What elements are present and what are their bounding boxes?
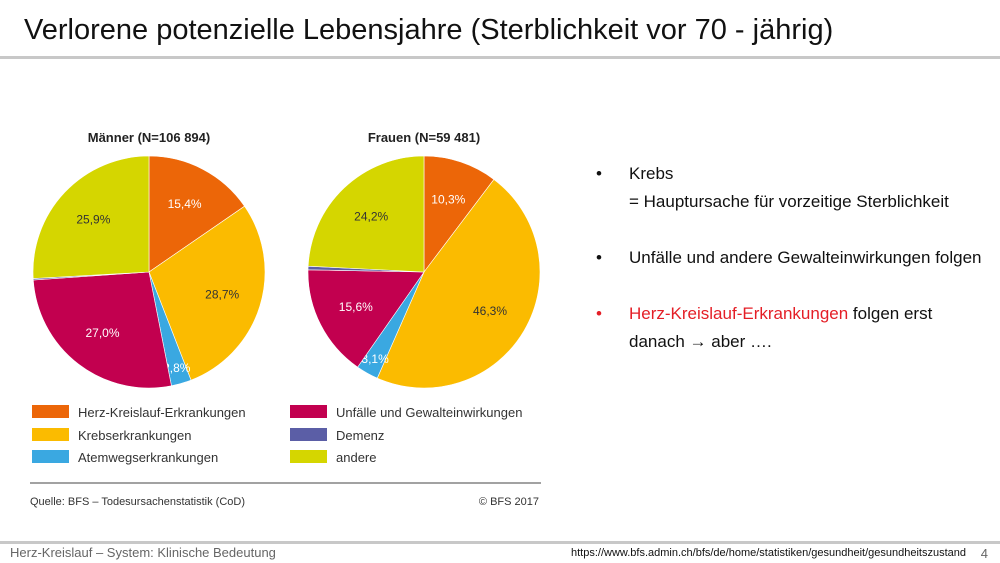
- arrow-right-icon: →: [689, 332, 707, 351]
- bullet-dot: •: [596, 164, 602, 183]
- bullet-cardio-highlight: Herz-Kreislauf-Erkrankungen: [629, 304, 849, 323]
- pie-data-label: 24,2%: [354, 210, 388, 224]
- slide-title: Verlorene potenzielle Lebensjahre (Sterb…: [24, 14, 834, 46]
- footer-course-title: Herz-Kreislauf – System: Klinische Bedeu…: [10, 545, 276, 560]
- footer-source-url[interactable]: https://www.bfs.admin.ch/bfs/de/home/sta…: [570, 547, 966, 559]
- page-number: 4: [980, 546, 988, 561]
- pie-data-label: 27,0%: [85, 326, 119, 340]
- bullet-cardio: • Herz-Kreislauf-Erkrankungen folgen ers…: [596, 300, 986, 356]
- bullet-cardio-tail: aber ….: [706, 332, 772, 351]
- bullet-dot: •: [596, 248, 602, 267]
- legend-swatch-herz-kreislauf-erkrankungen: [32, 405, 69, 418]
- legend-swatch-demenz: [290, 428, 327, 441]
- bullet-accidents: • Unfälle und andere Gewalteinwirkungen …: [596, 244, 986, 272]
- pie-slice-krebserkrankungen: [376, 179, 541, 389]
- bullet-cardio-rest: folgen erst danach: [629, 304, 933, 351]
- bullet-accidents-text: Unfälle und andere Gewalteinwirkungen fo…: [629, 248, 982, 267]
- legend-label-atemwegserkrankungen: Atemwegserkrankungen: [78, 450, 218, 465]
- pie-data-label: 2,8%: [163, 361, 191, 375]
- pie-data-label: 10,3%: [431, 192, 465, 206]
- legend-label-andere: andere: [336, 450, 376, 465]
- legend-swatch-unfaelle-und-gewalteinwirkungen: [290, 405, 327, 418]
- legend-label-demenz: Demenz: [336, 428, 384, 443]
- chart-source: Quelle: BFS – Todesursachenstatistik (Co…: [30, 496, 245, 508]
- pie-data-label: 46,3%: [473, 304, 507, 318]
- legend-label-krebserkrankungen: Krebserkrankungen: [78, 428, 191, 443]
- bullet-cancer-title: Krebs: [629, 164, 674, 183]
- pie-slice-herz-kreislauf-erkrankungen: [148, 155, 245, 273]
- pie-title-frauen: Frauen (N=59 481): [368, 130, 480, 145]
- legend-swatch-krebserkrankungen: [32, 428, 69, 441]
- pie-slice-krebserkrankungen: [148, 205, 266, 381]
- bullet-cancer: • Krebs = Hauptursache für vorzeitige St…: [596, 160, 986, 216]
- legend-label-herz-kreislauf-erkrankungen: Herz-Kreislauf-Erkrankungen: [78, 405, 246, 420]
- bullet-cardio-text: Herz-Kreislauf-Erkrankungen folgen erst …: [629, 300, 986, 356]
- pie-data-label: 15,4%: [168, 197, 202, 211]
- pie-data-label: 25,9%: [76, 212, 110, 226]
- pie-slice-herz-kreislauf-erkrankungen: [423, 155, 495, 273]
- bullet-list: • Krebs = Hauptursache für vorzeitige St…: [596, 160, 986, 384]
- legend-swatch-atemwegserkrankungen: [32, 450, 69, 463]
- footer-divider: [0, 541, 1000, 544]
- pie-slice-unfaelle-und-gewalteinwirkungen: [307, 269, 425, 368]
- pie-slice-andere: [32, 155, 150, 279]
- bullet-cancer-detail: = Hauptursache für vorzeitige Sterblichk…: [629, 192, 949, 211]
- chart-copyright: © BFS 2017: [479, 496, 539, 508]
- pie-data-label: 28,7%: [205, 288, 239, 302]
- pie-slice-unfaelle-und-gewalteinwirkungen: [32, 271, 172, 389]
- pie-data-label: 15,6%: [339, 300, 373, 314]
- bullet-dot: •: [596, 304, 602, 323]
- pie-title-maenner: Männer (N=106 894): [88, 130, 210, 145]
- legend-swatch-andere: [290, 450, 327, 463]
- pie-slice-andere: [307, 155, 425, 273]
- legend-label-unfaelle-und-gewalteinwirkungen: Unfälle und Gewalteinwirkungen: [336, 405, 522, 420]
- pie-data-label: 3,1%: [361, 352, 389, 366]
- title-divider: [0, 56, 1000, 59]
